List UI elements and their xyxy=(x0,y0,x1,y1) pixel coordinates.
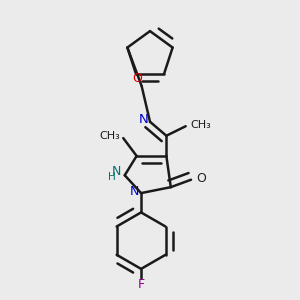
Text: CH₃: CH₃ xyxy=(190,120,211,130)
Text: N: N xyxy=(130,185,139,198)
Text: O: O xyxy=(196,172,206,185)
Text: N: N xyxy=(112,165,121,178)
Text: H: H xyxy=(108,172,116,182)
Text: CH₃: CH₃ xyxy=(99,131,120,141)
Text: O: O xyxy=(133,72,142,85)
Text: N: N xyxy=(139,113,148,126)
Text: F: F xyxy=(137,278,145,291)
